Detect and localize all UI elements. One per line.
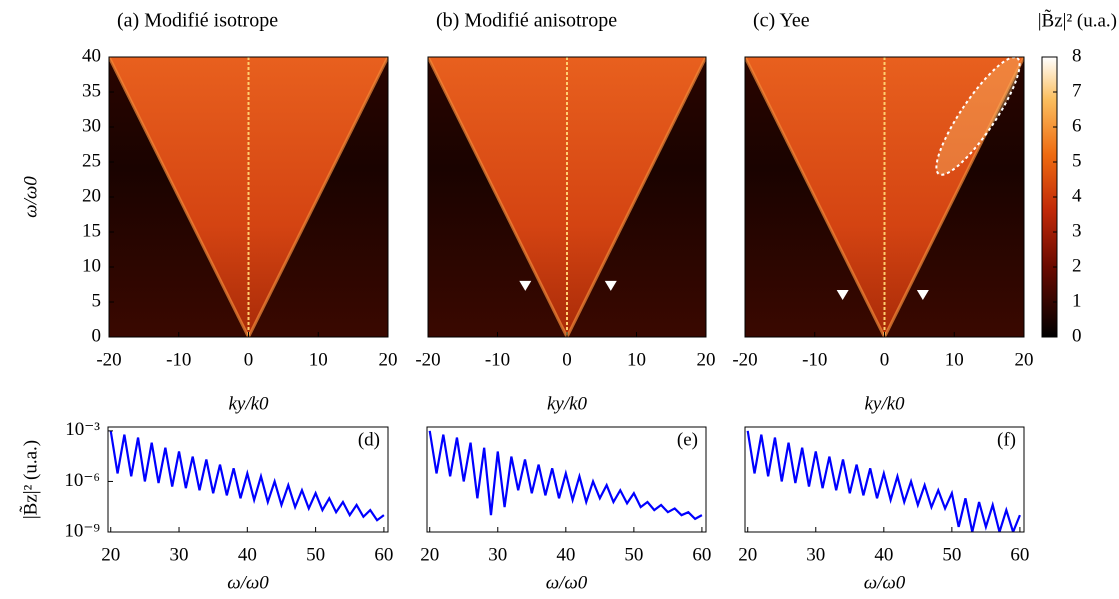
x-tick-label: 20 bbox=[101, 544, 120, 565]
y-tick-label: 25 bbox=[82, 150, 101, 171]
colorbar-tick-label: 6 bbox=[1072, 115, 1082, 136]
x-tick-label: -20 bbox=[96, 349, 121, 370]
highlight-ellipse bbox=[935, 56, 1021, 176]
colorbar-tick-label: 1 bbox=[1072, 290, 1082, 311]
cone-edge bbox=[109, 57, 250, 337]
x-tick-label: 10 bbox=[309, 349, 328, 370]
heatmap bbox=[428, 57, 706, 337]
colorbar-tick-label: 2 bbox=[1072, 255, 1082, 276]
y-tick-label: 10 bbox=[82, 255, 101, 276]
x-tick-label: 30 bbox=[170, 544, 189, 565]
y-tick-label: 30 bbox=[82, 115, 101, 136]
panel-label: (e) bbox=[677, 429, 698, 450]
panel-label: (d) bbox=[358, 429, 380, 450]
y-tick-label: 10⁻³ bbox=[65, 419, 100, 440]
heatmap bbox=[745, 57, 1024, 337]
x-tick-label: 60 bbox=[1010, 544, 1029, 565]
marker bbox=[519, 280, 532, 291]
x-tick-label: -20 bbox=[732, 349, 757, 370]
x-axis-label: ky/k0 bbox=[864, 393, 905, 414]
x-axis-label: ω/ω0 bbox=[864, 572, 906, 593]
y-axis-label: |B̃z|² (u.a.) bbox=[19, 440, 42, 519]
y-axis-label: ω/ω0 bbox=[20, 176, 41, 218]
x-tick-label: 0 bbox=[244, 349, 254, 370]
y-tick-label: 10⁻⁶ bbox=[64, 470, 100, 491]
x-tick-label: -20 bbox=[415, 349, 440, 370]
x-tick-label: 50 bbox=[306, 544, 325, 565]
y-tick-label: 35 bbox=[82, 80, 101, 101]
x-tick-label: 30 bbox=[806, 544, 825, 565]
spectrum-line bbox=[428, 430, 703, 521]
y-tick-label: 15 bbox=[82, 220, 101, 241]
spectrum-line bbox=[109, 430, 385, 522]
x-tick-label: 60 bbox=[692, 544, 711, 565]
marker bbox=[836, 290, 849, 300]
colorbar-tick-label: 0 bbox=[1072, 325, 1082, 346]
x-tick-label: 40 bbox=[556, 544, 575, 565]
y-tick-label: 40 bbox=[82, 45, 101, 66]
x-tick-label: -10 bbox=[485, 349, 510, 370]
x-tick-label: 0 bbox=[562, 349, 572, 370]
colorbar-tick-label: 3 bbox=[1072, 220, 1082, 241]
frame bbox=[426, 426, 707, 533]
x-tick-label: -10 bbox=[802, 349, 827, 370]
colorbar-tick-label: 5 bbox=[1072, 150, 1082, 171]
cone-edge bbox=[745, 57, 886, 337]
spectrum-line bbox=[746, 430, 1021, 532]
cone-edge bbox=[428, 57, 569, 337]
x-tick-label: 30 bbox=[488, 544, 507, 565]
x-tick-label: 10 bbox=[945, 349, 964, 370]
cone-edge bbox=[883, 57, 1024, 337]
x-axis-label: ω/ω0 bbox=[227, 572, 269, 593]
heatmap bbox=[109, 57, 388, 337]
marker bbox=[604, 280, 617, 291]
colorbar-tick-label: 7 bbox=[1072, 80, 1082, 101]
panel-label: (f) bbox=[997, 429, 1016, 450]
x-tick-label: 50 bbox=[624, 544, 643, 565]
panel-title: (b) Modifié anisotrope bbox=[436, 10, 617, 32]
cone-edge bbox=[247, 57, 388, 337]
y-tick-label: 20 bbox=[82, 185, 101, 206]
y-tick-label: 0 bbox=[92, 325, 102, 346]
panel-title: (c) Yee bbox=[753, 10, 810, 32]
frame bbox=[107, 426, 389, 533]
x-tick-label: 20 bbox=[697, 349, 716, 370]
cone-edge bbox=[565, 57, 706, 337]
x-tick-label: 10 bbox=[627, 349, 646, 370]
x-tick-label: 20 bbox=[738, 544, 757, 565]
y-tick-label: 5 bbox=[92, 290, 102, 311]
x-axis-label: ω/ω0 bbox=[546, 572, 588, 593]
x-tick-label: 20 bbox=[1015, 349, 1034, 370]
colorbar-tick-label: 8 bbox=[1072, 45, 1082, 66]
y-tick-label: 10⁻⁹ bbox=[64, 520, 100, 541]
x-tick-label: 0 bbox=[880, 349, 890, 370]
panel-title: (a) Modifié isotrope bbox=[117, 10, 278, 32]
marker bbox=[916, 290, 929, 300]
colorbar-label: |B̃z|² (u.a.) bbox=[1038, 9, 1117, 32]
x-tick-label: 20 bbox=[420, 544, 439, 565]
x-tick-label: 20 bbox=[379, 349, 398, 370]
x-tick-label: 40 bbox=[874, 544, 893, 565]
colorbar-tick-label: 4 bbox=[1072, 185, 1082, 206]
x-tick-label: -10 bbox=[166, 349, 191, 370]
x-tick-label: 50 bbox=[942, 544, 961, 565]
x-tick-label: 40 bbox=[238, 544, 257, 565]
x-axis-label: ky/k0 bbox=[228, 393, 269, 414]
x-tick-label: 60 bbox=[374, 544, 393, 565]
x-axis-label: ky/k0 bbox=[547, 393, 588, 414]
frame bbox=[744, 426, 1025, 533]
